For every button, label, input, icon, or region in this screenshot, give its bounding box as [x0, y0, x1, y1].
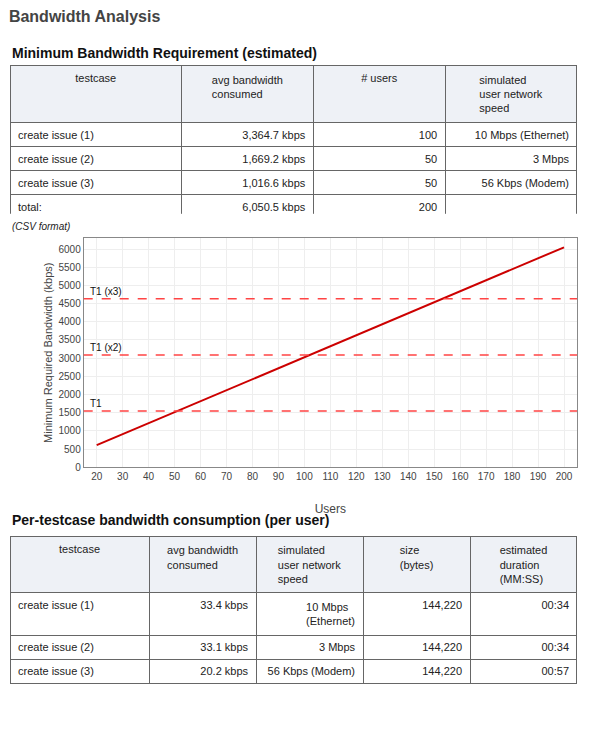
svg-text:create issue (1): create issue (1): [18, 599, 94, 611]
svg-text:60: 60: [195, 471, 207, 482]
svg-text:120: 120: [348, 471, 365, 482]
svg-text:create issue (1): create issue (1): [18, 129, 94, 141]
svg-text:simulateduser networkspeed: simulateduser networkspeed: [479, 74, 542, 115]
svg-text:144,220: 144,220: [422, 641, 462, 653]
svg-text:3500: 3500: [58, 334, 81, 345]
svg-text:10 Mbps (Ethernet): 10 Mbps (Ethernet): [475, 129, 569, 141]
svg-text:3000: 3000: [58, 353, 81, 364]
svg-text:70: 70: [221, 471, 233, 482]
svg-text:56 Kbps (Modem): 56 Kbps (Modem): [268, 665, 355, 677]
svg-text:0: 0: [75, 462, 81, 473]
svg-text:6000: 6000: [58, 244, 81, 255]
svg-text:create issue (3): create issue (3): [18, 177, 94, 189]
svg-text:00:34: 00:34: [541, 599, 569, 611]
svg-text:180: 180: [504, 471, 521, 482]
svg-text:Minimum Bandwidth Requirement: Minimum Bandwidth Requirement (estimated…: [12, 45, 317, 61]
svg-text:Per-testcase bandwidth consump: Per-testcase bandwidth consumption (per …: [12, 512, 329, 528]
svg-text:144,220: 144,220: [422, 599, 462, 611]
svg-text:110: 110: [322, 471, 338, 482]
svg-text:20: 20: [91, 471, 103, 482]
svg-text:avg bandwidthconsumed: avg bandwidthconsumed: [212, 74, 283, 100]
svg-text:1000: 1000: [58, 425, 81, 436]
svg-text:T1 (x2): T1 (x2): [90, 342, 122, 353]
svg-text:avg bandwidthconsumed: avg bandwidthconsumed: [167, 544, 238, 570]
svg-text:1500: 1500: [58, 407, 81, 418]
svg-text:create issue (2): create issue (2): [18, 153, 94, 165]
svg-text:50: 50: [169, 471, 181, 482]
svg-text:3 Mbps: 3 Mbps: [533, 153, 570, 165]
svg-text:200: 200: [419, 201, 437, 213]
svg-text:100: 100: [296, 471, 313, 482]
svg-text:total:: total:: [18, 201, 42, 213]
svg-text:create issue (2): create issue (2): [18, 641, 94, 653]
svg-text:500: 500: [64, 444, 81, 455]
svg-text:130: 130: [374, 471, 391, 482]
svg-text:2000: 2000: [58, 389, 81, 400]
svg-text:56 Kbps (Modem): 56 Kbps (Modem): [482, 177, 569, 189]
svg-text:10 Mbps(Ethernet): 10 Mbps(Ethernet): [306, 601, 355, 627]
svg-text:170: 170: [478, 471, 495, 482]
svg-text:00:57: 00:57: [541, 665, 569, 677]
svg-text:140: 140: [400, 471, 417, 482]
svg-text:40: 40: [143, 471, 155, 482]
svg-text:80: 80: [247, 471, 259, 482]
svg-text:# users: # users: [361, 72, 398, 84]
svg-text:30: 30: [117, 471, 129, 482]
svg-text:5500: 5500: [58, 262, 81, 273]
svg-text:3 Mbps: 3 Mbps: [319, 641, 356, 653]
svg-text:estimatedduration(MM:SS): estimatedduration(MM:SS): [500, 544, 548, 585]
svg-text:1,016.6 kbps: 1,016.6 kbps: [242, 177, 305, 189]
svg-text:T1: T1: [90, 398, 102, 409]
svg-text:6,050.5 kbps: 6,050.5 kbps: [242, 201, 305, 213]
svg-text:20.2 kbps: 20.2 kbps: [200, 665, 248, 677]
svg-text:3,364.7 kbps: 3,364.7 kbps: [242, 129, 305, 141]
svg-text:144,220: 144,220: [422, 665, 462, 677]
svg-text:size(bytes): size(bytes): [400, 544, 434, 570]
svg-text:4000: 4000: [58, 316, 81, 327]
svg-text:5000: 5000: [58, 280, 81, 291]
svg-text:simulateduser networkspeed: simulateduser networkspeed: [278, 544, 341, 585]
svg-text:testcase: testcase: [59, 543, 100, 555]
svg-text:100: 100: [419, 129, 437, 141]
svg-text:150: 150: [426, 471, 443, 482]
svg-text:50: 50: [425, 153, 437, 165]
svg-text:190: 190: [530, 471, 547, 482]
svg-text:33.1 kbps: 33.1 kbps: [200, 641, 248, 653]
svg-text:160: 160: [452, 471, 469, 482]
svg-text:testcase: testcase: [75, 72, 116, 84]
svg-text:200: 200: [556, 471, 573, 482]
svg-text:Bandwidth Analysis: Bandwidth Analysis: [9, 8, 161, 25]
svg-text:50: 50: [425, 177, 437, 189]
svg-text:Minimum Required Bandwidth (kb: Minimum Required Bandwidth (kbps): [42, 263, 54, 443]
svg-text:90: 90: [273, 471, 285, 482]
svg-text:Users: Users: [315, 502, 346, 516]
svg-text:2500: 2500: [58, 371, 81, 382]
svg-text:create issue (3): create issue (3): [18, 665, 94, 677]
svg-text:00:34: 00:34: [541, 641, 569, 653]
svg-text:4500: 4500: [58, 298, 81, 309]
svg-text:1,669.2 kbps: 1,669.2 kbps: [242, 153, 305, 165]
svg-text:T1 (x3): T1 (x3): [90, 286, 122, 297]
svg-text:33.4 kbps: 33.4 kbps: [200, 599, 248, 611]
svg-text:(CSV format): (CSV format): [12, 221, 70, 232]
